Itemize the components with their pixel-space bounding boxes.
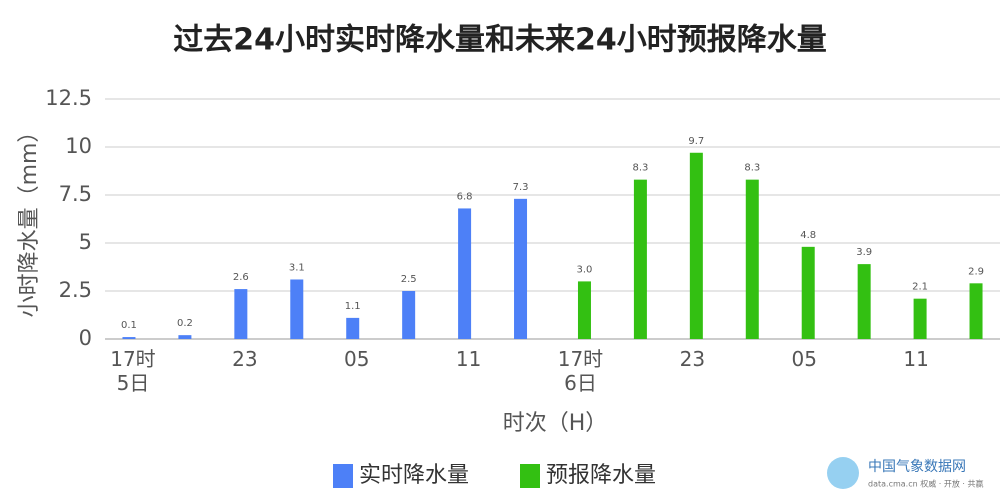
- logo-icon: [827, 457, 859, 489]
- legend-label: 实时降水量: [359, 463, 469, 488]
- value-label: 8.3: [744, 163, 760, 174]
- bar: [969, 283, 983, 339]
- value-label: 4.8: [800, 230, 816, 241]
- bar: [857, 264, 871, 339]
- value-label: 0.2: [177, 318, 193, 329]
- x-tick-label: 23: [232, 347, 258, 371]
- value-label: 2.9: [968, 266, 984, 277]
- value-label: 7.3: [513, 182, 529, 193]
- bar: [402, 291, 416, 339]
- y-tick-label: 10: [65, 134, 92, 158]
- chart-title: 过去24小时实时降水量和未来24小时预报降水量: [173, 23, 827, 58]
- value-label: 3.0: [577, 264, 593, 275]
- value-label: 6.8: [457, 191, 473, 202]
- value-label: 1.1: [345, 301, 361, 312]
- legend-swatch: [333, 464, 353, 488]
- bar: [633, 179, 647, 339]
- bar: [234, 289, 248, 339]
- bar: [122, 337, 136, 339]
- y-tick-label: 5: [79, 230, 92, 254]
- y-axis-label: 小时降水量（mm）: [17, 121, 42, 318]
- x-tick-label: 17时 5日: [110, 347, 156, 395]
- bar: [346, 317, 360, 339]
- bar: [514, 198, 528, 339]
- x-tick-label: 17时 6日: [557, 347, 604, 395]
- legend-swatch: [520, 464, 540, 488]
- value-label: 3.1: [289, 262, 305, 273]
- value-label: 0.1: [121, 320, 137, 331]
- legend-label: 预报降水量: [546, 463, 656, 488]
- value-label: 2.6: [233, 272, 249, 283]
- value-label: 2.5: [401, 274, 417, 285]
- x-axis-label: 时次（H）: [503, 411, 608, 436]
- logo-slogan: data.cma.cn 权威 · 开放 · 共赢: [868, 479, 983, 489]
- x-tick-label: 05: [791, 347, 817, 371]
- y-tick-label: 2.5: [59, 278, 92, 302]
- x-tick-label: 11: [903, 347, 929, 371]
- value-label: 2.1: [912, 282, 928, 293]
- bar: [178, 335, 192, 339]
- bar: [458, 208, 472, 339]
- value-label: 8.3: [632, 163, 648, 174]
- bar: [745, 179, 759, 339]
- x-tick-label: 05: [343, 347, 370, 371]
- bar: [577, 281, 591, 339]
- bar: [913, 298, 927, 339]
- value-label: 3.9: [856, 247, 872, 258]
- bar: [689, 152, 703, 339]
- x-tick-label: 11: [455, 347, 482, 371]
- logo-name: 中国气象数据网: [868, 459, 966, 475]
- bar: [801, 246, 815, 339]
- bar: [290, 279, 304, 339]
- x-tick-label: 23: [679, 347, 706, 371]
- y-tick-label: 12.5: [45, 86, 92, 110]
- y-tick-label: 7.5: [59, 182, 92, 206]
- value-label: 9.7: [688, 136, 704, 147]
- y-tick-label: 0: [79, 326, 92, 350]
